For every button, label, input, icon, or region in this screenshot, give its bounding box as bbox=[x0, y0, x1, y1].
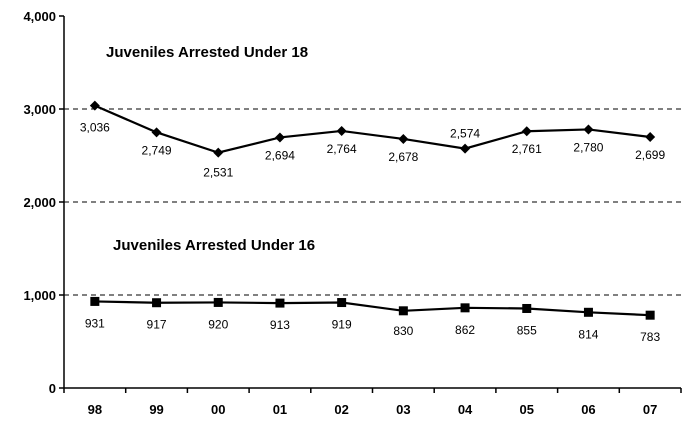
data-point-marker bbox=[213, 147, 224, 158]
x-tick-label: 02 bbox=[334, 402, 348, 417]
y-tick-label: 0 bbox=[49, 381, 56, 396]
data-point-marker bbox=[213, 297, 223, 307]
data-label: 2,749 bbox=[142, 143, 172, 157]
y-tick-label: 2,000 bbox=[23, 195, 56, 210]
data-point-marker bbox=[521, 126, 532, 137]
data-label: 2,678 bbox=[388, 150, 418, 164]
data-label: 2,780 bbox=[573, 140, 603, 154]
data-point-marker bbox=[152, 298, 162, 308]
data-point-marker bbox=[583, 124, 594, 135]
data-label: 2,699 bbox=[635, 148, 665, 162]
x-axis-ticks: 98 99 00 01 02 03 04 05 06 07 bbox=[63, 388, 682, 417]
data-label: 920 bbox=[208, 317, 228, 331]
series-under-18: 3,036 2,749 2,531 2,694 2,764 2,678 2,574 2,761… bbox=[80, 100, 665, 180]
series-under-16: 931 917 920 913 919 830 862 855 814 783 bbox=[85, 296, 660, 344]
gridlines bbox=[64, 108, 681, 296]
data-point-marker bbox=[275, 298, 285, 308]
y-axis-ticks: 0 1,000 2,000 3,000 4,000 bbox=[23, 9, 64, 396]
series-group: 3,036 2,749 2,531 2,694 2,764 2,678 2,574 2,761… bbox=[80, 100, 665, 344]
data-label: 2,694 bbox=[265, 148, 295, 162]
x-tick-label: 98 bbox=[88, 402, 102, 417]
data-point-marker bbox=[583, 307, 593, 317]
data-label: 830 bbox=[393, 324, 413, 338]
x-tick-label: 03 bbox=[396, 402, 410, 417]
data-label: 917 bbox=[147, 318, 167, 332]
data-label: 862 bbox=[455, 323, 475, 337]
data-point-marker bbox=[460, 303, 470, 313]
x-tick-label: 01 bbox=[273, 402, 287, 417]
x-tick-label: 04 bbox=[458, 402, 473, 417]
data-point-marker bbox=[336, 125, 347, 136]
x-tick-label: 00 bbox=[211, 402, 225, 417]
data-label: 2,764 bbox=[327, 142, 357, 156]
data-label: 2,761 bbox=[512, 142, 542, 156]
y-tick-label: 1,000 bbox=[23, 288, 56, 303]
x-tick-label: 07 bbox=[643, 402, 657, 417]
x-tick-label: 06 bbox=[581, 402, 595, 417]
data-label: 931 bbox=[85, 316, 105, 330]
series-line bbox=[94, 300, 651, 317]
series-title-under-16: Juveniles Arrested Under 16 bbox=[113, 237, 315, 254]
data-point-marker bbox=[645, 131, 656, 142]
data-point-marker bbox=[274, 132, 285, 143]
series-title-under-18: Juveniles Arrested Under 18 bbox=[106, 44, 308, 61]
data-label: 783 bbox=[640, 330, 660, 344]
data-label: 2,531 bbox=[203, 166, 233, 180]
y-tick-label: 3,000 bbox=[23, 102, 56, 117]
data-point-marker bbox=[151, 127, 162, 138]
data-point-marker bbox=[398, 133, 409, 144]
series-line bbox=[94, 104, 651, 154]
data-label: 814 bbox=[578, 327, 598, 341]
data-label: 919 bbox=[332, 318, 352, 332]
data-point-marker bbox=[460, 143, 471, 154]
data-point-marker bbox=[337, 298, 347, 308]
data-point-marker bbox=[89, 100, 100, 111]
y-tick-label: 4,000 bbox=[23, 9, 56, 24]
x-tick-label: 05 bbox=[520, 402, 534, 417]
data-label: 913 bbox=[270, 318, 290, 332]
data-point-marker bbox=[90, 296, 100, 306]
data-label: 2,574 bbox=[450, 127, 480, 141]
data-label: 855 bbox=[517, 323, 537, 337]
data-point-marker bbox=[645, 310, 655, 320]
data-point-marker bbox=[522, 303, 532, 313]
x-tick-label: 99 bbox=[149, 402, 163, 417]
data-label: 3,036 bbox=[80, 121, 110, 135]
data-point-marker bbox=[398, 306, 408, 316]
